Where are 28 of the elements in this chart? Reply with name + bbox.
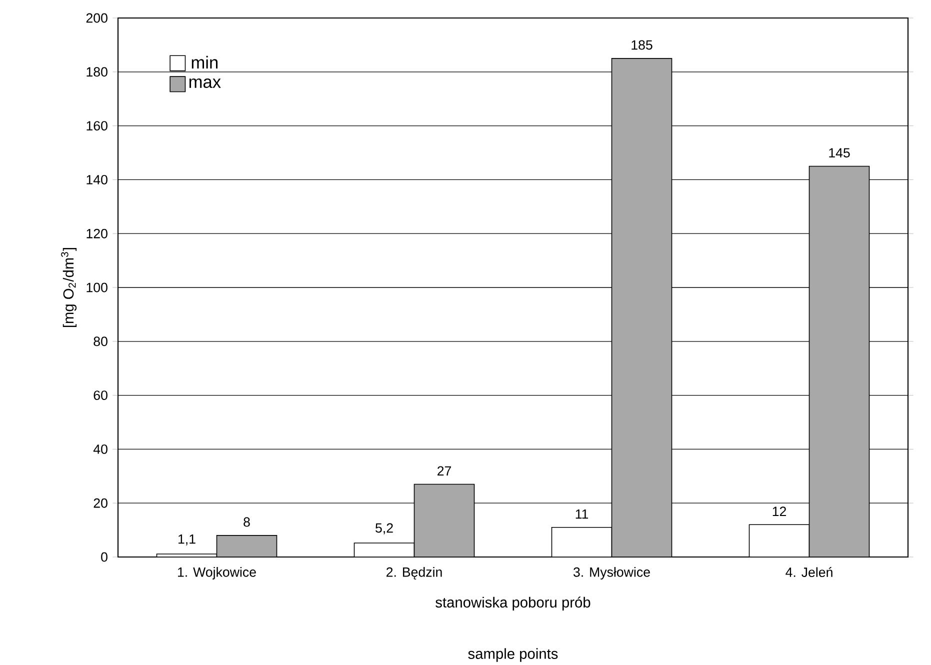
- x-tick-label: 4. Jeleń: [786, 567, 832, 577]
- y-tick-label: 80: [94, 336, 108, 346]
- y-tick-label: 60: [94, 390, 108, 400]
- y-tick-label: 160: [86, 121, 108, 131]
- legend-label: max: [189, 78, 221, 88]
- data-label: 185: [632, 40, 652, 50]
- y-tick-label: 40: [93, 444, 108, 454]
- y-tick-label: 200: [86, 13, 108, 23]
- y-tick-label: 140: [86, 174, 108, 184]
- text: sample points: [468, 648, 558, 662]
- data-label: 8: [244, 517, 250, 527]
- x-tick-label: 2. Będzin: [386, 567, 442, 580]
- data-label: 1,1: [178, 534, 196, 546]
- y-axis-title: [mg O$_{2}$/dm$^{3}$]: [61, 248, 77, 328]
- x-tick-label: 1. Wojkowice: [178, 567, 256, 580]
- legend-label: min: [192, 56, 218, 68]
- data-label: 11: [576, 509, 588, 519]
- x-axis-title: stanowiska poboru prób: [436, 596, 590, 610]
- data-label: 5,2: [376, 523, 393, 534]
- x-tick-label: 3. Mysłowice: [573, 567, 650, 580]
- data-label: 145: [829, 148, 850, 158]
- y-tick-label: 180: [86, 67, 108, 77]
- y-tick-label: 20: [94, 498, 108, 508]
- data-label: 12: [772, 506, 786, 516]
- y-tick-label: 0: [101, 552, 108, 562]
- y-tick-label: 120: [86, 228, 108, 238]
- y-tick-label: 100: [86, 282, 108, 292]
- data-label: 27: [438, 466, 452, 476]
